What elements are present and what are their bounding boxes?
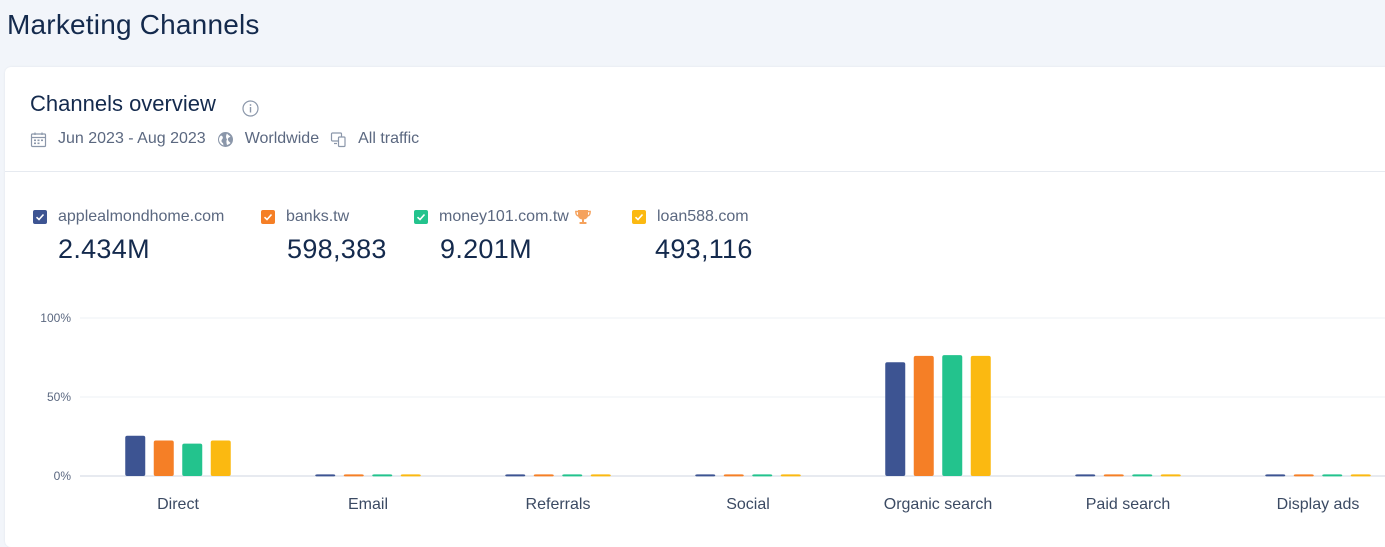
- y-tick-label: 0%: [54, 469, 72, 483]
- trophy-icon: [574, 210, 591, 224]
- legend-item-loan588[interactable]: loan588.com 493,116: [632, 206, 753, 265]
- bar-money101-com-tw-email[interactable]: [372, 474, 393, 477]
- globe-icon: [217, 131, 233, 147]
- bar-banks-tw-display-ads[interactable]: [1293, 474, 1314, 477]
- bar-money101-com-tw-referrals[interactable]: [562, 474, 583, 477]
- bar-applealmondhome-com-email[interactable]: [315, 474, 336, 477]
- region[interactable]: Worldwide: [244, 130, 320, 147]
- legend-item-applealmondhome[interactable]: applealmondhome.com 2.434M: [33, 206, 224, 265]
- bar-loan588-com-paid-search[interactable]: [1160, 474, 1181, 477]
- bar-applealmondhome-com-direct[interactable]: [125, 435, 146, 476]
- bar-loan588-com-email[interactable]: [400, 474, 421, 477]
- bar-money101-com-tw-paid-search[interactable]: [1132, 474, 1153, 477]
- checkbox-icon[interactable]: [33, 210, 47, 224]
- bar-applealmondhome-com-social[interactable]: [695, 474, 716, 477]
- checkbox-icon[interactable]: [632, 210, 646, 224]
- bar-money101-com-tw-social[interactable]: [752, 474, 773, 477]
- card-header: Channels overview Jun 2023 - Aug 2023: [5, 67, 1385, 172]
- category-label: Paid search: [1086, 496, 1171, 513]
- bar-loan588-com-referrals[interactable]: [590, 474, 611, 477]
- category-label: Direct: [157, 496, 199, 513]
- bar-loan588-com-social[interactable]: [780, 474, 801, 477]
- bar-money101-com-tw-display-ads[interactable]: [1322, 474, 1343, 477]
- bar-loan588-com-direct[interactable]: [210, 440, 231, 476]
- legend-value: 2.434M: [58, 234, 150, 264]
- bar-banks-tw-direct[interactable]: [153, 440, 174, 476]
- bar-banks-tw-organic-search[interactable]: [913, 355, 934, 476]
- y-tick-label: 100%: [40, 311, 71, 325]
- date-range[interactable]: Jun 2023 - Aug 2023: [58, 130, 206, 147]
- channels-overview-card: Channels overview Jun 2023 - Aug 2023: [5, 67, 1385, 547]
- bar-loan588-com-organic-search[interactable]: [970, 355, 991, 476]
- bar-banks-tw-email[interactable]: [343, 474, 364, 477]
- category-label: Organic search: [884, 496, 993, 513]
- bar-banks-tw-paid-search[interactable]: [1103, 474, 1124, 477]
- legend-domain: money101.com.tw: [439, 208, 569, 225]
- y-tick-label: 50%: [47, 390, 71, 404]
- legend-value: 598,383: [287, 234, 387, 264]
- calendar-icon: [30, 132, 47, 147]
- category-label: Email: [348, 496, 388, 513]
- page-title: Marketing Channels: [7, 9, 260, 40]
- traffic-type[interactable]: All traffic: [358, 130, 420, 147]
- bar-applealmondhome-com-referrals[interactable]: [505, 474, 526, 477]
- legend-value: 493,116: [655, 234, 753, 264]
- bar-banks-tw-social[interactable]: [723, 474, 744, 477]
- category-label: Referrals: [526, 496, 591, 513]
- bar-applealmondhome-com-paid-search[interactable]: [1075, 474, 1096, 477]
- legend-domain: banks.tw: [286, 208, 350, 225]
- info-icon[interactable]: [242, 100, 259, 117]
- bar-applealmondhome-com-display-ads[interactable]: [1265, 474, 1286, 477]
- bar-money101-com-tw-organic-search[interactable]: [942, 355, 963, 476]
- card-title: Channels overview: [30, 91, 216, 116]
- devices-icon: [330, 131, 346, 147]
- legend-value: 9.201M: [440, 234, 532, 264]
- category-label: Social: [726, 496, 770, 513]
- bar-loan588-com-display-ads[interactable]: [1350, 474, 1371, 477]
- legend-domain: loan588.com: [657, 208, 749, 225]
- bar-banks-tw-referrals[interactable]: [533, 474, 554, 477]
- legend-item-banks[interactable]: banks.tw 598,383: [261, 206, 387, 265]
- legend-item-money101[interactable]: money101.com.tw 9.201M: [414, 206, 592, 265]
- card-meta: Jun 2023 - Aug 2023 Worldwide All traffi…: [30, 129, 430, 149]
- checkbox-icon[interactable]: [414, 210, 428, 224]
- legend-domain: applealmondhome.com: [58, 208, 225, 225]
- category-label: Display ads: [1277, 496, 1360, 513]
- channels-bar-chart: 0% 50% 100% Direct Email Referrals Social Organ…: [40, 311, 1385, 513]
- checkbox-icon[interactable]: [261, 210, 275, 224]
- bar-money101-com-tw-direct[interactable]: [182, 443, 203, 476]
- bar-applealmondhome-com-organic-search[interactable]: [885, 362, 906, 476]
